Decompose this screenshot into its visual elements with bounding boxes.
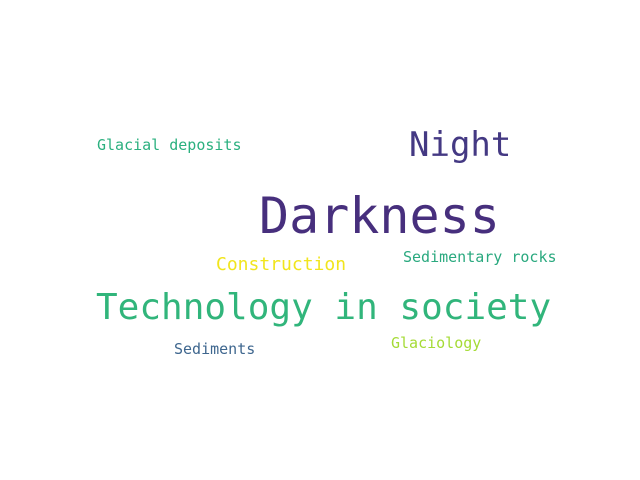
word-sediments: Sediments — [174, 340, 256, 358]
word-glaciology: Glaciology — [391, 334, 482, 352]
word-darkness: Darkness — [259, 187, 500, 245]
word-technology-in-society: Technology in society — [96, 287, 552, 328]
word-construction: Construction — [216, 254, 347, 275]
word-night: Night — [409, 125, 512, 165]
word-glacial-deposits: Glacial deposits — [97, 136, 242, 154]
word-sedimentary-rocks: Sedimentary rocks — [403, 248, 557, 266]
